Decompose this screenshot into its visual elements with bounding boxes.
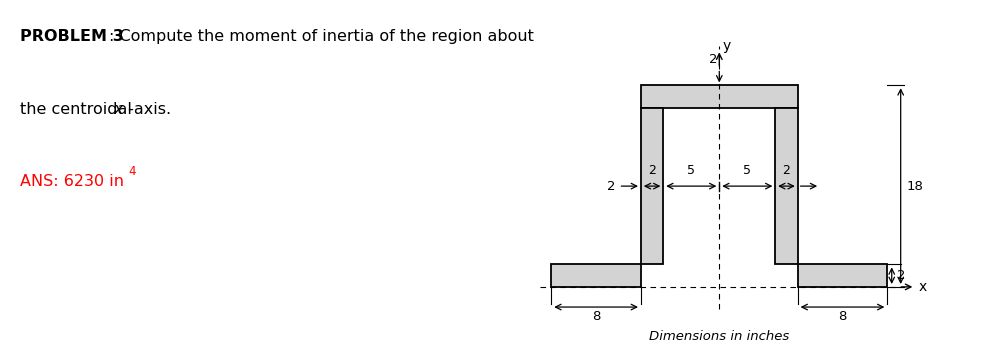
Text: 4: 4 — [128, 165, 136, 178]
Text: x: x — [113, 102, 123, 117]
Text: -axis.: -axis. — [123, 102, 171, 117]
Text: 8: 8 — [838, 310, 847, 323]
Bar — [640, 85, 797, 108]
Text: 2: 2 — [709, 53, 718, 66]
Text: y: y — [723, 39, 731, 53]
Bar — [551, 265, 640, 287]
Text: 2: 2 — [648, 164, 656, 177]
Text: 5: 5 — [687, 164, 695, 177]
Text: 5: 5 — [744, 164, 752, 177]
Text: Dimensions in inches: Dimensions in inches — [649, 330, 789, 343]
Bar — [640, 108, 663, 265]
Text: PROBLEM 3: PROBLEM 3 — [20, 29, 123, 44]
Text: ANS: 6230 in: ANS: 6230 in — [20, 174, 124, 189]
Text: 2: 2 — [607, 180, 615, 193]
Text: x: x — [919, 280, 926, 294]
Text: 18: 18 — [907, 180, 923, 193]
Text: 2: 2 — [782, 164, 790, 177]
Text: : Compute the moment of inertia of the region about: : Compute the moment of inertia of the r… — [109, 29, 534, 44]
Bar — [797, 265, 888, 287]
Bar — [776, 108, 797, 265]
Text: the centroidal: the centroidal — [20, 102, 137, 117]
Text: 2: 2 — [898, 269, 906, 282]
Text: 8: 8 — [592, 310, 601, 323]
